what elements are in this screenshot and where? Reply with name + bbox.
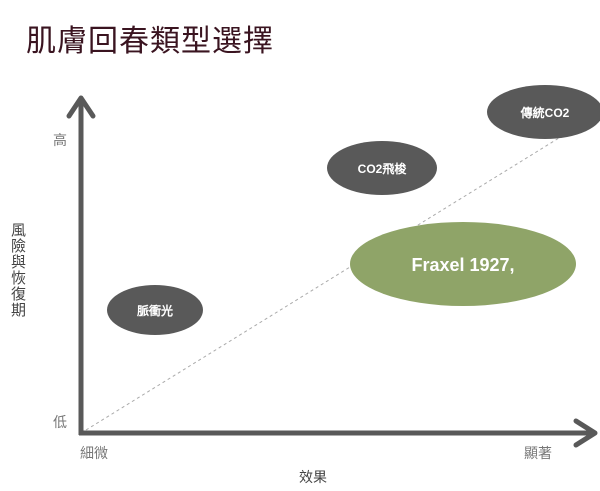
item-fraxel: Fraxel 1927,: [350, 222, 576, 306]
item-traditional-co2: 傳統CO2: [487, 85, 600, 139]
y-axis-arrow: [66, 95, 96, 119]
x-axis-arrow: [573, 418, 598, 448]
item-label: 脈衝光: [137, 303, 173, 318]
x-axis-title: 效果: [299, 470, 327, 486]
x-low-label: 細微: [80, 446, 108, 462]
page-title: 肌膚回春類型選擇: [26, 24, 274, 59]
item-co2-fractional: CO2飛梭: [327, 141, 437, 195]
y-low-label: 低: [53, 415, 67, 431]
y-high-label: 高: [53, 133, 67, 149]
item-label: CO2飛梭: [358, 161, 408, 176]
item-ipl: 脈衝光: [107, 285, 203, 335]
y-axis-title: 風險與恢復期: [9, 222, 27, 318]
item-label: Fraxel 1927,: [411, 255, 514, 275]
item-label: 傳統CO2: [520, 105, 570, 120]
x-high-label: 顯著: [524, 446, 552, 462]
trend-line: [85, 124, 581, 431]
